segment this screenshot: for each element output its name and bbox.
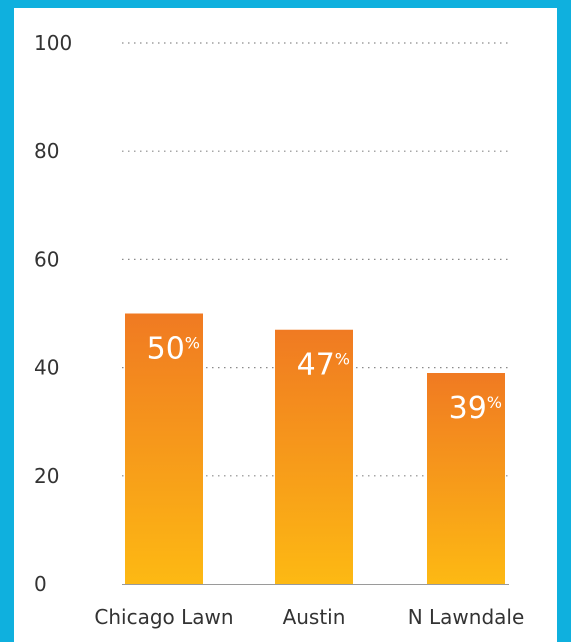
data-label-value: 50 (147, 332, 185, 367)
data-label-value: 47 (297, 348, 335, 383)
y-tick-label: 20 (34, 464, 59, 488)
x-category-label: Austin (283, 605, 346, 629)
y-tick-label: 40 (34, 356, 59, 380)
y-tick-label: 0 (34, 572, 47, 596)
chart-panel: 0 20 40 60 80 100 50% 47% 39% Chicago Lawn Austi… (14, 8, 557, 642)
x-category-label: Chicago Lawn (94, 605, 233, 629)
category-labels: Chicago Lawn Austin N Lawndale (94, 605, 524, 629)
x-category-label: N Lawndale (408, 605, 525, 629)
data-label-unit: % (487, 393, 502, 412)
y-axis: 0 20 40 60 80 100 (34, 31, 72, 596)
bars: 50%47%39% (125, 314, 505, 585)
data-label-value: 39 (449, 391, 487, 426)
data-label-unit: % (335, 350, 350, 369)
y-tick-label: 80 (34, 139, 59, 163)
y-tick-label: 60 (34, 247, 59, 271)
data-label-unit: % (185, 334, 200, 353)
y-tick-label: 100 (34, 31, 72, 55)
